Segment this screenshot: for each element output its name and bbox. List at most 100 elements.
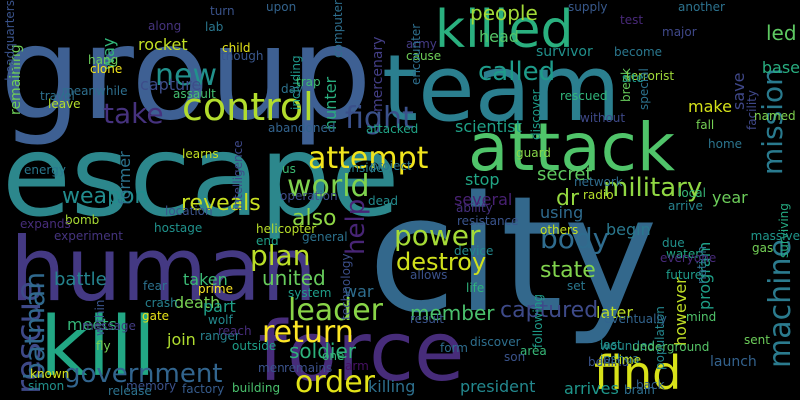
word-reach: reach <box>218 324 252 338</box>
word-plan: plan <box>250 239 310 272</box>
word-major: major <box>662 25 697 39</box>
word-human: human <box>10 218 317 321</box>
word-location: location <box>165 204 213 218</box>
word-day: day <box>281 82 303 96</box>
word-nation: nation <box>695 246 709 284</box>
word-ability: ability <box>456 201 493 215</box>
word-become: become <box>614 45 662 59</box>
word-last: last <box>600 338 622 352</box>
word-rescued: rescued <box>560 89 608 103</box>
word-later: later <box>596 303 633 322</box>
word-gate: gate <box>142 309 169 323</box>
word-underground: underground <box>632 340 709 354</box>
word-trap: trap <box>296 75 321 89</box>
word-launch: launch <box>710 354 757 370</box>
word-joshua: joshua <box>599 352 640 366</box>
word-secret: secret <box>537 164 593 185</box>
word-take: take <box>103 97 164 130</box>
word-clone: clone <box>90 62 122 76</box>
word-help: help <box>341 199 371 255</box>
word-former: former <box>115 151 134 205</box>
word-make: make <box>688 97 732 116</box>
word-assault: assault <box>173 87 216 101</box>
word-message: message <box>82 319 136 333</box>
word-everyone: everyone <box>660 251 716 265</box>
word-leader: leader <box>288 293 384 328</box>
word-also: also <box>292 206 337 231</box>
word-military: military <box>603 173 702 203</box>
word-killing: killing <box>368 377 415 396</box>
word-begin: begin <box>606 220 651 239</box>
word-without: without <box>580 111 625 125</box>
word-test: test <box>620 13 643 27</box>
word-outside: outside <box>232 339 276 353</box>
word-brain: brain <box>624 383 655 397</box>
word-using: using <box>540 203 583 222</box>
word-head: head <box>479 27 519 46</box>
word-break: break <box>619 68 633 102</box>
word-join: join <box>166 330 196 349</box>
word-another: another <box>678 0 725 14</box>
word-wounded: wounded <box>600 339 655 353</box>
word-eventually: eventually <box>604 312 667 326</box>
word-massive: massive <box>751 229 800 243</box>
word-supply: supply <box>568 0 608 14</box>
word-dead: dead <box>368 194 398 208</box>
word-fear: fear <box>143 279 167 293</box>
word-stop: stop <box>465 170 500 189</box>
word-abandoned: abandoned <box>268 121 336 135</box>
word-death: death <box>174 293 220 312</box>
word-operation: operation <box>280 189 338 203</box>
word-arrive: arrive <box>668 199 703 213</box>
word-reveals: reveals <box>181 191 261 216</box>
word-population: population <box>653 306 667 370</box>
word-factory: factory <box>182 382 224 396</box>
word-program: program <box>695 242 714 310</box>
word-bomb: bomb <box>65 213 99 227</box>
word-hunter: hunter <box>321 76 340 130</box>
word-attack: attack <box>468 109 676 186</box>
word-area: area <box>520 344 547 358</box>
word-meets: meets <box>67 315 117 334</box>
word-world: world <box>287 169 370 204</box>
word-along: along <box>148 19 181 33</box>
word-helicopter: helicopter <box>256 222 316 236</box>
word-meanwhile: meanwhile <box>62 84 128 98</box>
word-named: named <box>754 109 796 123</box>
word-project: project <box>370 159 412 173</box>
word-state: state <box>540 258 596 283</box>
word-encounter: encounter <box>409 24 423 85</box>
word-remains: remains <box>284 361 332 375</box>
word-one: one <box>322 349 344 363</box>
word-local: local <box>678 186 706 200</box>
word-control: control <box>182 85 314 129</box>
word-wolf: wolf <box>208 313 233 327</box>
word-destroy: destroy <box>396 248 486 276</box>
word-part: part <box>203 297 236 316</box>
word-captured: captured <box>500 298 598 323</box>
word-battle: battle <box>54 269 107 290</box>
word-intelligence: intelligence <box>231 140 245 210</box>
word-discover: discover <box>470 335 521 349</box>
word-facility: facility <box>745 90 759 130</box>
word-soldier: soldier <box>289 339 357 363</box>
word-fly: fly <box>96 339 111 353</box>
word-gas: gas <box>752 241 773 255</box>
word-city: city <box>368 161 658 348</box>
word-scientist: scientist <box>455 117 522 136</box>
word-special: special <box>637 68 651 110</box>
word-discover: discover <box>529 89 543 140</box>
word-arm: arm <box>345 359 369 373</box>
word-radio: radio <box>583 188 614 202</box>
word-life: life <box>466 281 484 295</box>
word-several: several <box>454 190 512 209</box>
word-find: find <box>594 346 681 400</box>
word-hang: hang <box>88 53 118 67</box>
word-capture: capture <box>140 75 201 94</box>
word-system: system <box>288 286 331 300</box>
word-set: set <box>567 279 586 293</box>
word-network: network <box>574 175 623 189</box>
word-men: men <box>258 361 285 375</box>
word-energy: energy <box>24 163 66 177</box>
